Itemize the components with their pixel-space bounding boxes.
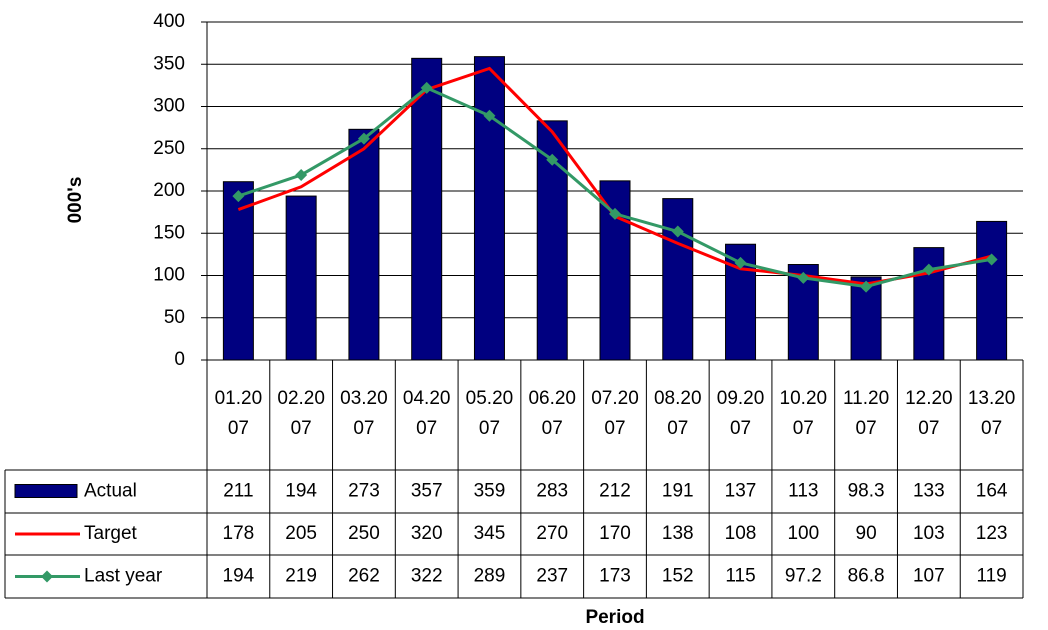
- y-tick-label: 400: [153, 11, 185, 32]
- x-tick-label: 11.2007: [843, 388, 890, 439]
- bar: [662, 198, 694, 361]
- table-value: 173: [599, 566, 631, 587]
- table-value: 170: [599, 523, 631, 544]
- x-tick-label: 06.2007: [528, 388, 576, 439]
- table-value: 90: [856, 523, 877, 544]
- table-value: 273: [348, 481, 380, 502]
- y-tick-label: 50: [164, 307, 185, 328]
- y-tick-label: 250: [153, 138, 185, 159]
- table-value: 108: [725, 523, 757, 544]
- table-value: 164: [976, 481, 1008, 502]
- x-tick-label: 09.2007: [716, 388, 765, 439]
- table-value: 357: [411, 481, 443, 502]
- table-value: 98.3: [848, 481, 885, 502]
- table-value: 119: [976, 566, 1006, 587]
- table-value: 322: [411, 566, 443, 587]
- x-tick-label: 03.2007: [340, 388, 388, 439]
- table-value: 205: [285, 523, 317, 544]
- x-tick-label: 12.2007: [905, 388, 953, 439]
- legend-label: Last year: [84, 566, 163, 587]
- x-tick-label: 10.2007: [779, 388, 828, 439]
- table-value: 138: [662, 523, 694, 544]
- x-tick-label: 02.2007: [277, 388, 325, 439]
- table-value: 194: [223, 566, 255, 587]
- x-tick-label: 05.2007: [465, 388, 514, 439]
- x-tick-label: 13.2007: [967, 388, 1016, 439]
- table-value: 283: [536, 481, 568, 502]
- table-value: 237: [536, 566, 568, 587]
- marker: [797, 271, 810, 284]
- bar: [348, 128, 380, 361]
- marker: [295, 168, 308, 181]
- y-tick-label: 0: [174, 349, 185, 370]
- marker: [922, 263, 935, 276]
- bar: [599, 180, 631, 361]
- legend-key: [41, 570, 53, 583]
- y-tick-label: 300: [153, 96, 185, 117]
- marker: [985, 253, 998, 266]
- table-value: 115: [725, 566, 755, 587]
- table-value: 345: [474, 523, 506, 544]
- legend-label: Target: [84, 523, 138, 544]
- table-value: 219: [285, 566, 317, 587]
- y-tick-label: 200: [153, 180, 185, 201]
- bar: [411, 57, 443, 361]
- bar: [976, 220, 1008, 361]
- y-tick-label: 150: [153, 222, 185, 243]
- marker: [860, 280, 873, 293]
- bar: [285, 195, 317, 361]
- marker: [609, 207, 621, 220]
- bar: [222, 181, 254, 361]
- table-value: 100: [787, 523, 819, 544]
- bar: [536, 120, 568, 361]
- table-value: 289: [474, 566, 506, 587]
- table-value: 86.8: [848, 566, 885, 587]
- legend-key: [14, 484, 78, 498]
- legend-label: Actual: [84, 481, 137, 502]
- marker: [420, 81, 433, 94]
- table-value: 211: [223, 481, 253, 502]
- table-value: 320: [411, 523, 443, 544]
- table-value: 152: [662, 566, 694, 587]
- table-value: 113: [788, 481, 818, 502]
- table-value: 178: [223, 523, 255, 544]
- table-value: 103: [913, 523, 945, 544]
- marker: [483, 109, 496, 122]
- y-tick-label: 100: [153, 265, 185, 286]
- table-value: 133: [913, 481, 945, 502]
- table-value: 250: [348, 523, 380, 544]
- table-value: 97.2: [785, 566, 822, 587]
- marker: [232, 190, 245, 203]
- x-tick-label: 07.2007: [591, 388, 639, 439]
- x-axis-title: Period: [585, 607, 644, 628]
- table-value: 191: [662, 481, 694, 502]
- table-value: 262: [348, 566, 380, 587]
- table-value: 212: [599, 481, 631, 502]
- marker: [734, 256, 747, 269]
- table-value: 194: [285, 481, 317, 502]
- table-value: 270: [536, 523, 568, 544]
- x-tick-label: 01.2007: [214, 388, 263, 439]
- table-value: 137: [725, 481, 757, 502]
- x-tick-label: 04.2007: [402, 388, 451, 439]
- table-value: 359: [474, 481, 506, 502]
- y-tick-label: 350: [153, 53, 185, 74]
- bar: [473, 56, 505, 361]
- marker: [357, 132, 370, 145]
- table-value: 107: [913, 566, 945, 587]
- table-value: 123: [976, 523, 1008, 544]
- marker: [546, 153, 559, 166]
- y-axis-title: 000's: [65, 177, 86, 224]
- marker: [671, 225, 684, 238]
- x-tick-label: 08.2007: [653, 388, 702, 439]
